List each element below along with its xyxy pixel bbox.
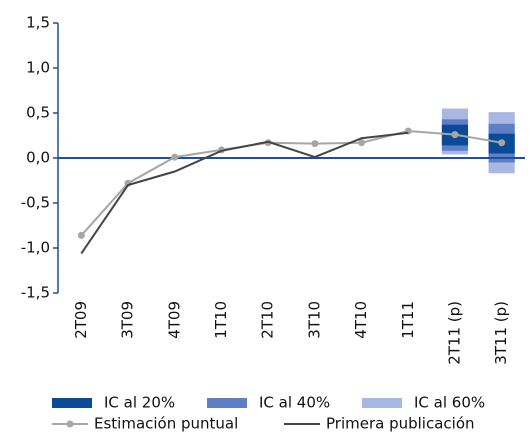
series-point	[77, 231, 85, 239]
legend-swatch	[362, 398, 402, 408]
y-tick-label: 1,5	[26, 14, 50, 32]
x-tick-label: 2T09	[72, 301, 90, 339]
series-point	[451, 131, 459, 139]
x-tick-label: 2T11 (p)	[445, 301, 463, 365]
x-tick-label: 3T10	[305, 301, 323, 339]
series-point	[358, 139, 366, 147]
series-line	[80, 131, 409, 254]
series-point	[498, 139, 506, 147]
x-tick-label: 3T09	[119, 301, 137, 339]
legend-label: IC al 20%	[104, 394, 175, 412]
x-tick-label: 4T10	[352, 301, 370, 339]
y-tick-label: 0,5	[26, 104, 50, 122]
y-tick-label: -0,5	[21, 194, 50, 212]
legend-label: Estimación puntual	[94, 415, 238, 433]
series-point	[311, 140, 319, 148]
legend-swatch	[207, 398, 247, 408]
y-tick-label: 0,0	[26, 149, 50, 167]
legend-swatch	[52, 398, 92, 408]
legend-marker	[66, 420, 74, 428]
x-tick-label: 4T09	[165, 301, 183, 339]
series-line	[80, 129, 502, 237]
legend-label: IC al 60%	[414, 394, 485, 412]
y-tick-label: -1,0	[21, 239, 50, 257]
legend-label: IC al 40%	[259, 394, 330, 412]
x-tick-label: 3T11 (p)	[492, 301, 510, 365]
series-point	[171, 153, 179, 161]
x-tick-label: 2T10	[259, 301, 277, 339]
x-tick-label: 1T10	[212, 301, 230, 339]
legend-label: Primera publicación	[326, 415, 475, 433]
y-tick-label: 1,0	[26, 59, 50, 77]
y-tick-label: -1,5	[21, 284, 50, 302]
x-tick-label: 1T11	[399, 301, 417, 339]
